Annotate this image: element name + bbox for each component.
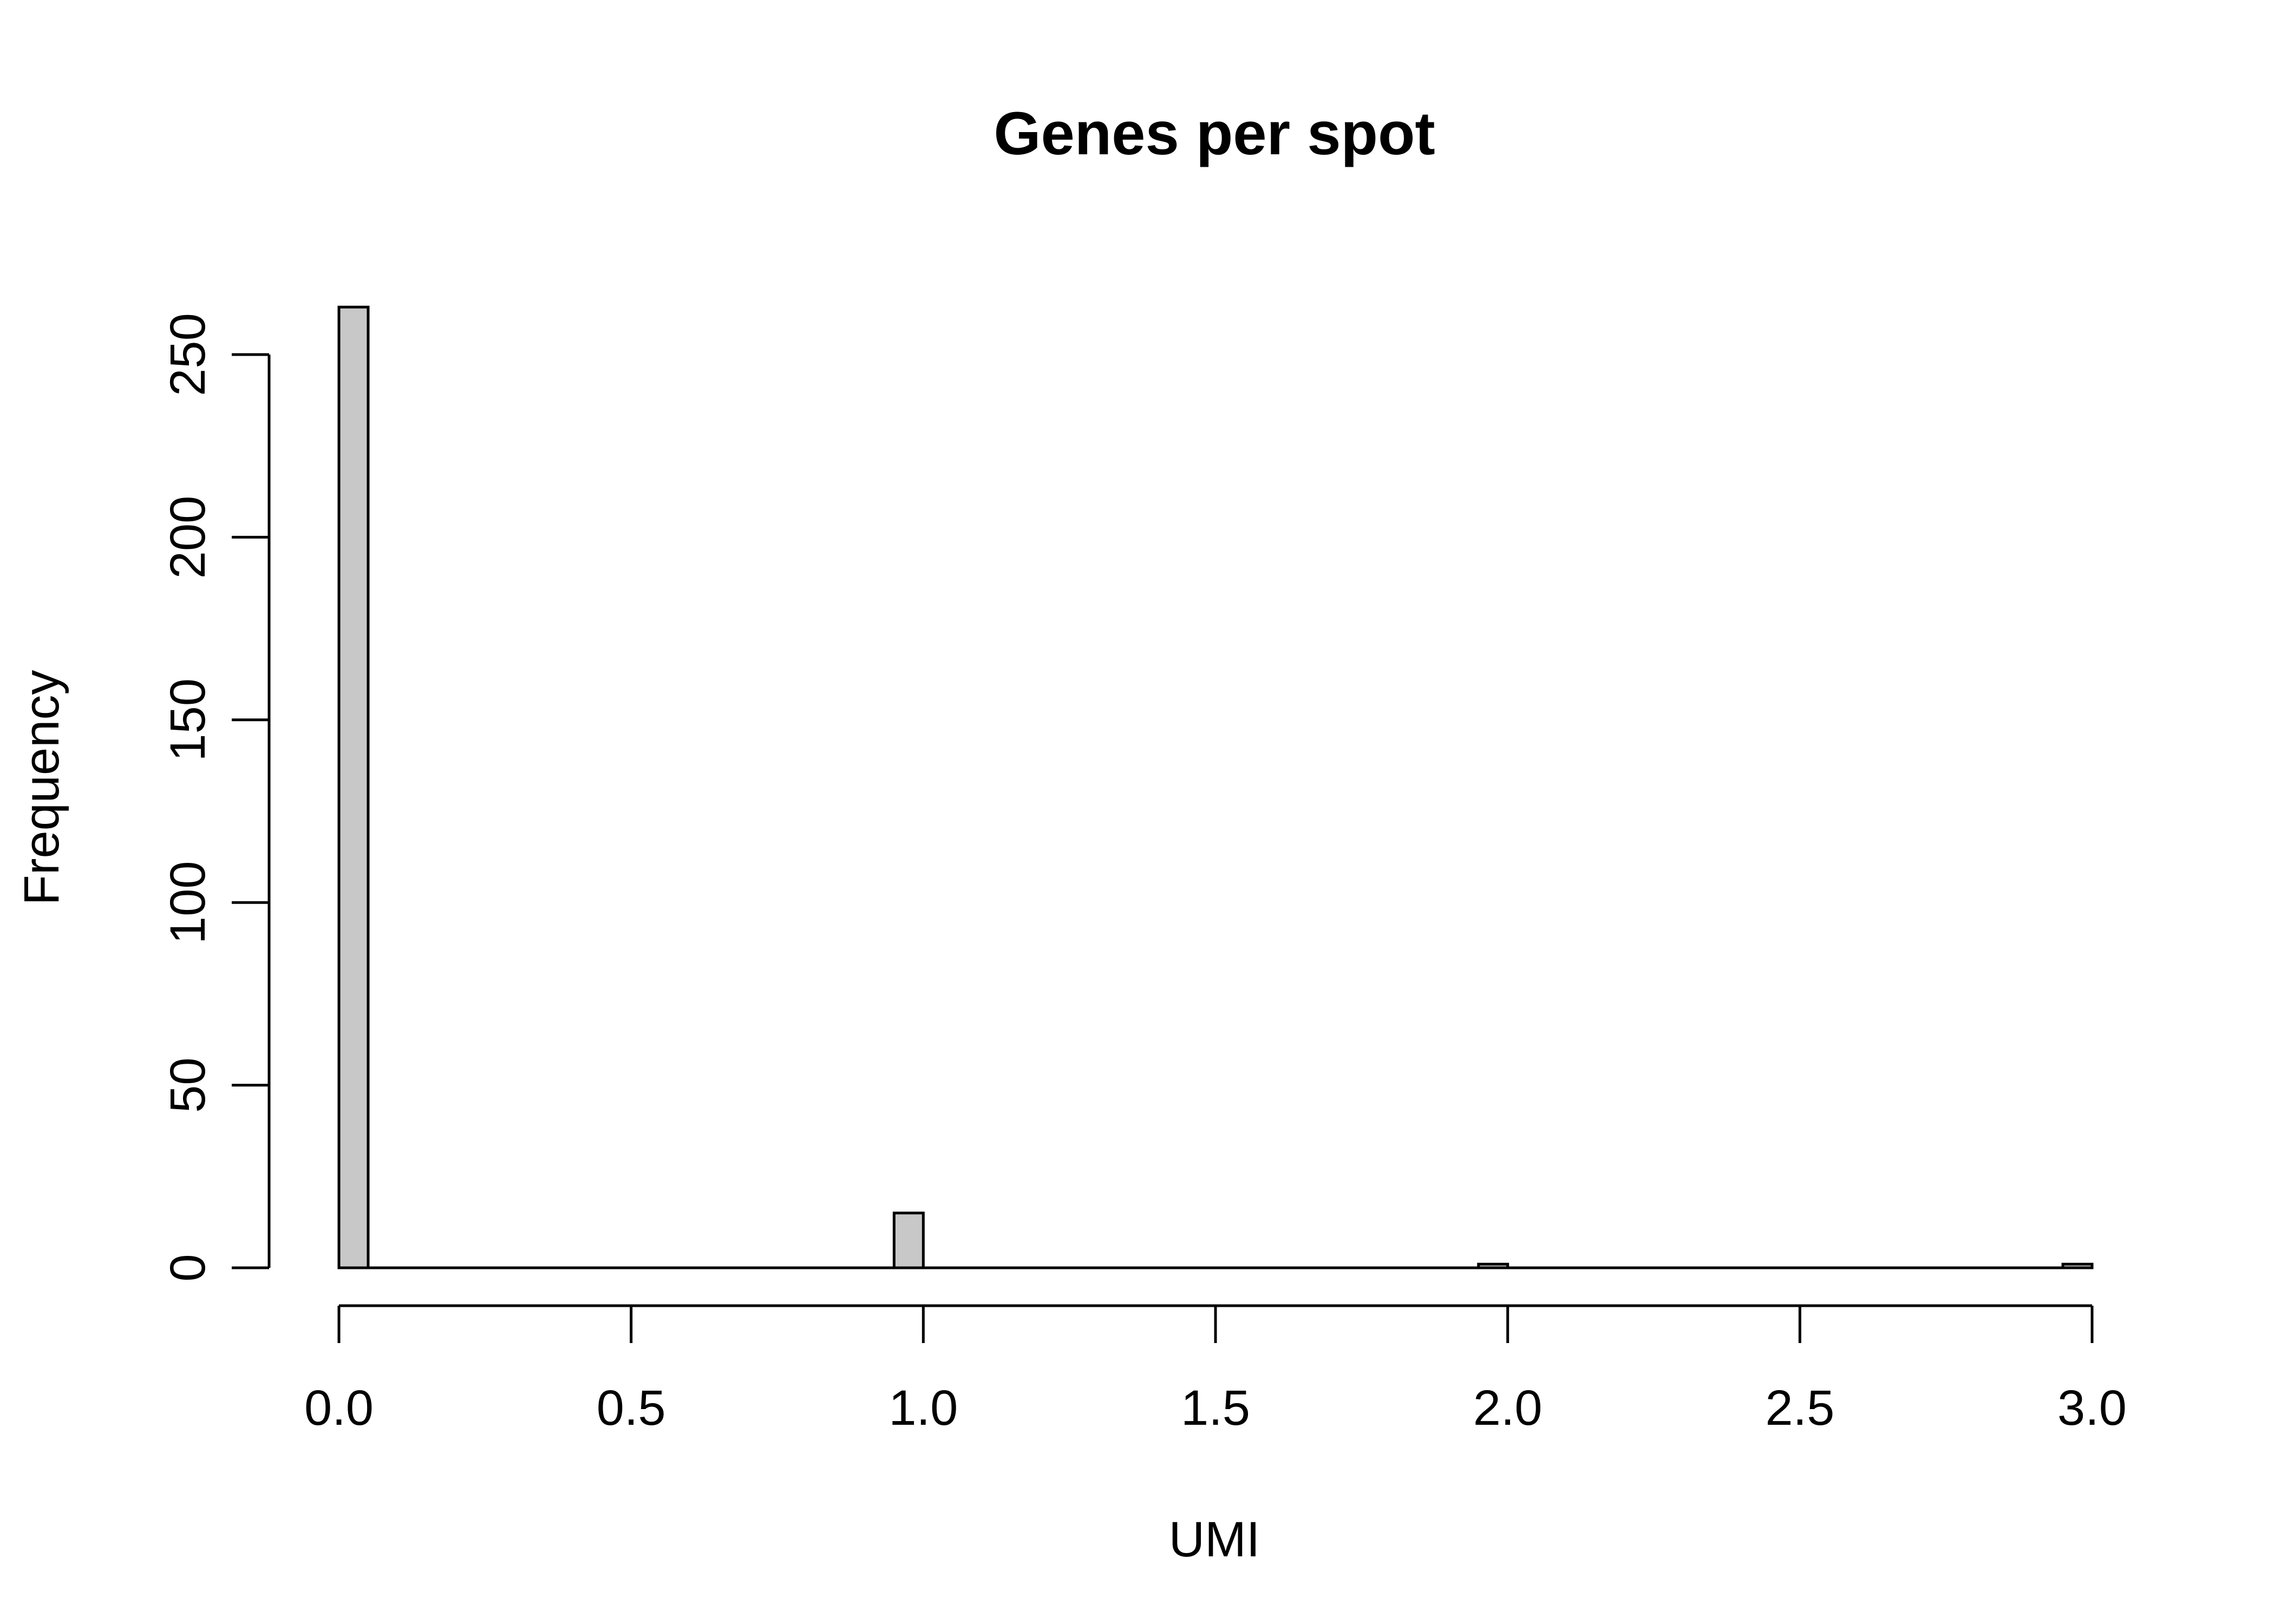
x-tick-label: 2.0 bbox=[1473, 1380, 1543, 1436]
y-tick-label: 200 bbox=[160, 496, 215, 579]
y-tick-label: 100 bbox=[160, 861, 215, 944]
x-axis-label: UMI bbox=[1169, 1512, 1260, 1567]
chart-title: Genes per spot bbox=[994, 100, 1435, 167]
y-axis: 0 50 100 150 200 250 bbox=[160, 313, 271, 1282]
x-axis: 0.0 0.5 1.0 1.5 2.0 2.5 3.0 bbox=[304, 1304, 2127, 1436]
x-tick-label: 3.0 bbox=[2057, 1380, 2127, 1436]
y-tick-label: 250 bbox=[160, 313, 215, 396]
y-tick-label: 150 bbox=[160, 678, 215, 762]
histogram-bar bbox=[337, 305, 370, 1269]
y-tick-label: 0 bbox=[160, 1254, 215, 1281]
x-tick-label: 0.0 bbox=[304, 1380, 374, 1436]
histogram-bar bbox=[2061, 1262, 2094, 1269]
bars-group bbox=[337, 305, 2094, 1269]
x-tick-label: 1.0 bbox=[888, 1380, 958, 1436]
x-tick-label: 2.5 bbox=[1765, 1380, 1834, 1436]
y-tick-label: 50 bbox=[160, 1057, 215, 1112]
x-tick-label: 1.5 bbox=[1181, 1380, 1250, 1436]
y-axis-label: Frequency bbox=[14, 670, 69, 906]
x-tick-label: 0.5 bbox=[597, 1380, 666, 1436]
histogram-bar bbox=[1477, 1262, 1510, 1269]
histogram-bar bbox=[892, 1212, 925, 1269]
